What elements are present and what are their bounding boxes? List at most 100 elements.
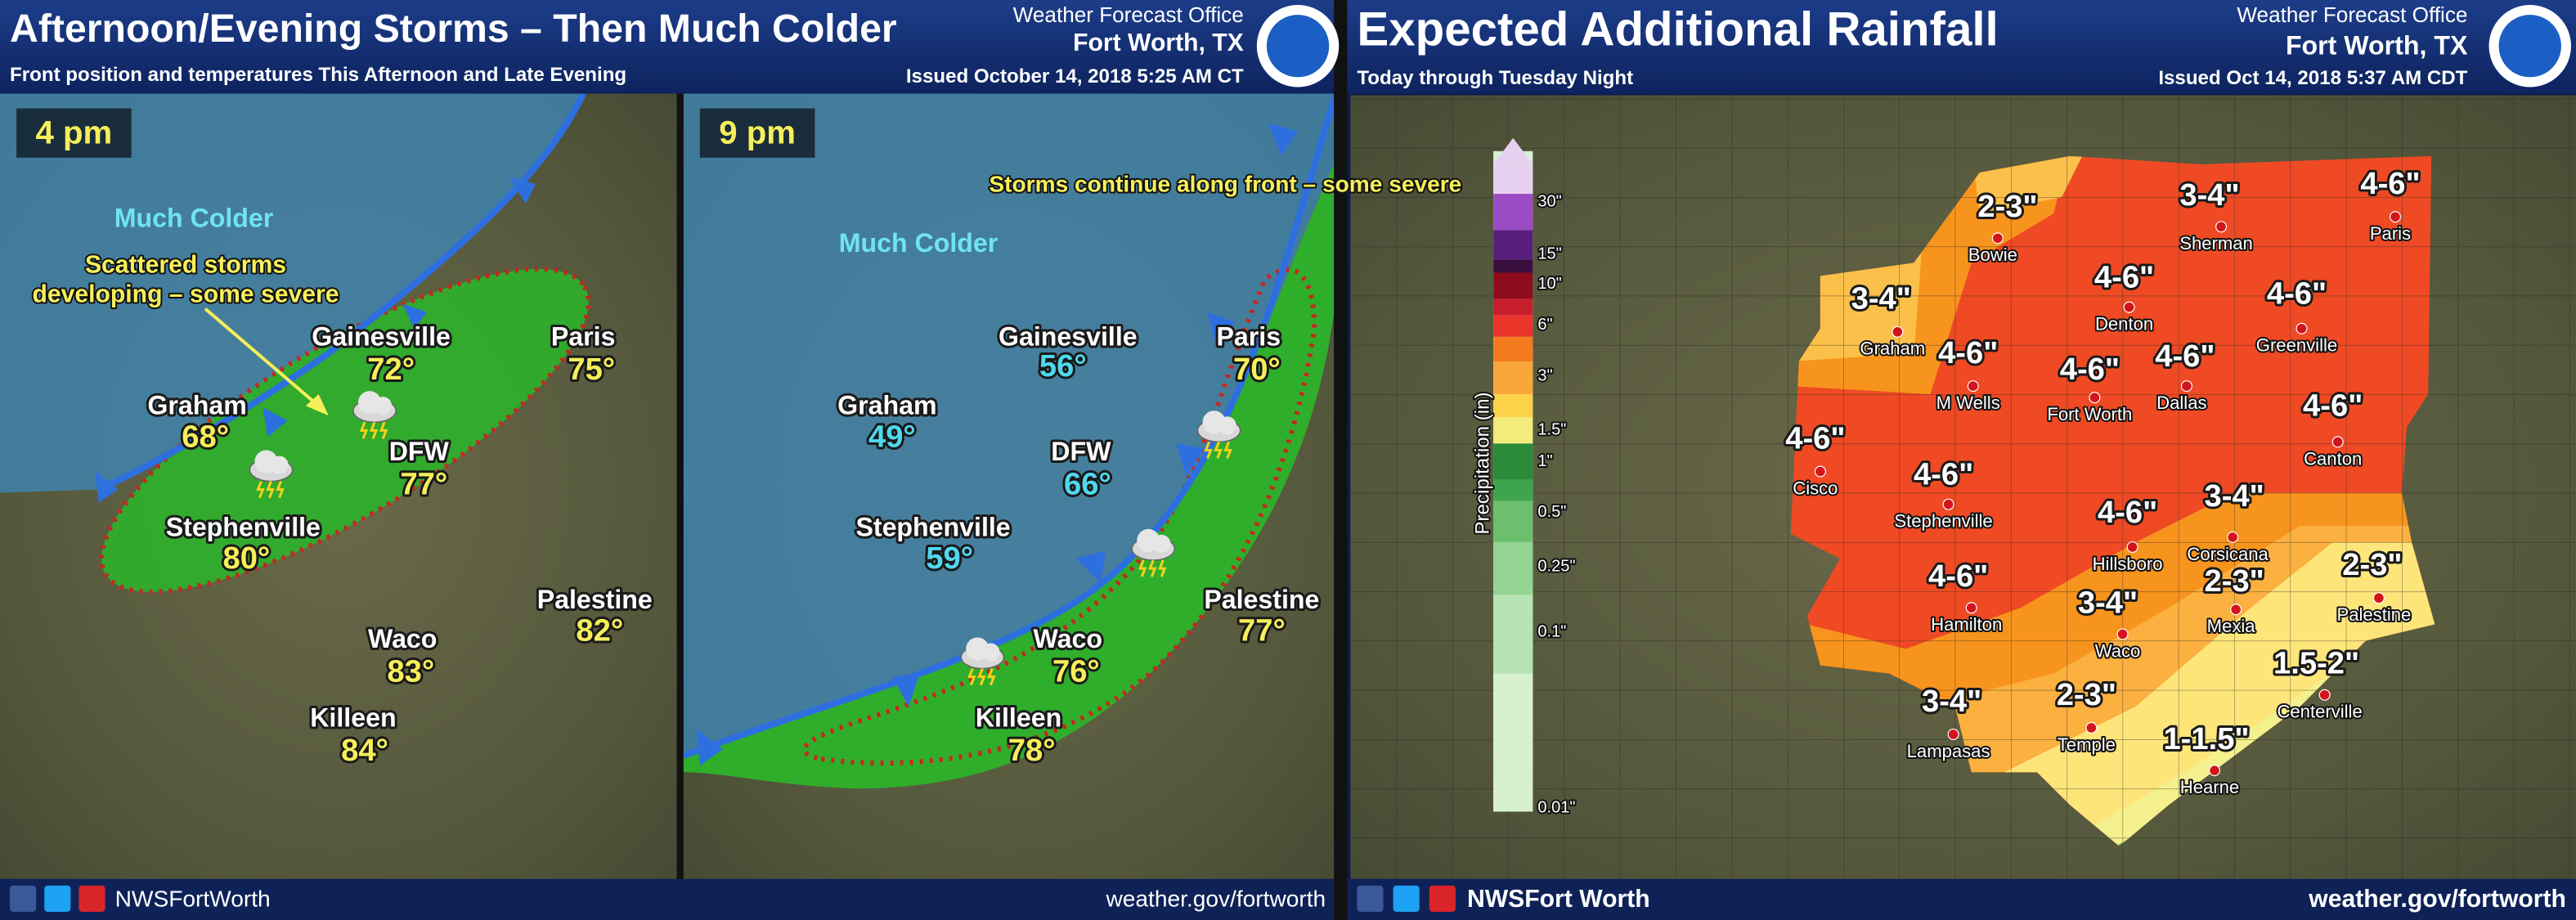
legend-segment: [1493, 541, 1533, 595]
city-dot: [2089, 392, 2101, 404]
city-name: Graham: [1860, 339, 1925, 359]
city-name: Palestine: [2336, 604, 2411, 625]
city-name: Denton: [2095, 314, 2153, 334]
temperature: 78°: [1008, 733, 1056, 768]
cloud: [1218, 416, 1236, 435]
lightning: [1204, 441, 1213, 460]
right-title: Expected Additional Rainfall: [1357, 3, 1998, 56]
legend-title: Precipitation (in): [1471, 392, 1493, 534]
social-icons: [10, 885, 1456, 912]
cold-air: [0, 93, 584, 493]
rainfall-amount: 3-4": [2179, 177, 2239, 213]
rainfall-amount: 4-6": [2155, 339, 2215, 374]
legend-segment: [1493, 500, 1533, 542]
twitter-icon[interactable]: [1393, 885, 1420, 912]
office: Weather Forecast Office: [2237, 2, 2467, 27]
storm-icon: [960, 637, 1005, 686]
lightning: [1138, 559, 1147, 577]
rainfall-amount: 4-6": [1928, 559, 1988, 594]
rainfall-amount: 4-6": [2094, 260, 2154, 295]
rainfall-amount: 4-6": [2303, 388, 2363, 423]
legend-tick-label: 0.25": [1537, 557, 1575, 575]
rainfall-amount: 3-4": [2205, 478, 2264, 514]
issued: Issued Oct 14, 2018 5:37 AM CDT: [2158, 67, 2467, 89]
note: developing – some severe: [32, 281, 339, 308]
legend-tick-label: 15": [1537, 245, 1561, 263]
city-dot: [2180, 380, 2192, 393]
rainfall-amount: 3-4": [1922, 684, 1981, 719]
pointer-arrow: [204, 307, 322, 409]
front-barb: [402, 303, 428, 329]
legend-tick-label: 30": [1537, 192, 1561, 210]
left-title: Afternoon/Evening Storms – Then Much Col…: [10, 7, 897, 51]
youtube-icon[interactable]: [79, 885, 105, 912]
issued: Issued October 14, 2018 5:25 AM CT: [906, 65, 1244, 88]
city-name: DFW: [389, 437, 450, 466]
youtube-icon[interactable]: [1429, 885, 1456, 912]
note: Storms continue along front – some sever…: [989, 171, 1461, 196]
cloud: [1152, 534, 1171, 554]
legend-arrow: [1493, 137, 1533, 164]
legend-segment: [1493, 394, 1533, 418]
city-name: Graham: [147, 391, 246, 420]
time-box: [16, 108, 132, 158]
lightning: [1214, 441, 1223, 460]
time-label: 4 pm: [36, 114, 113, 150]
city-dot: [2209, 765, 2221, 777]
lightning: [369, 421, 379, 439]
social-handle[interactable]: NWSFortWorth: [115, 886, 271, 911]
storm-area: [683, 164, 1335, 789]
facebook-icon[interactable]: [1357, 885, 1384, 912]
rainfall-amount: 4-6": [1914, 457, 1973, 492]
city-name: Waco: [368, 624, 438, 653]
front-barb: [509, 177, 536, 204]
lightning: [359, 421, 369, 439]
legend-tick-label: 10": [1537, 275, 1561, 293]
city-dot: [2085, 721, 2098, 734]
website[interactable]: weather.gov/fortworth: [1105, 886, 1326, 911]
storm-icon: [249, 450, 294, 499]
city-dot: [1892, 325, 1904, 338]
legend-segment: [1493, 595, 1533, 674]
rainfall-amount: 2-3": [2342, 547, 2402, 582]
front-barb: [1207, 312, 1236, 345]
time-box: [699, 108, 815, 158]
legend-segment: [1493, 272, 1533, 299]
rainfall-amount: 3-4": [2078, 585, 2138, 620]
city-dot: [1942, 498, 1954, 510]
twitter-icon[interactable]: [44, 885, 71, 912]
temperature: 84°: [341, 733, 388, 768]
facebook-icon[interactable]: [10, 885, 37, 912]
website[interactable]: weather.gov/fortworth: [2308, 886, 2566, 913]
temperature: 77°: [400, 467, 447, 502]
city-name: Stephenville: [1894, 511, 1992, 532]
storm-icon: [352, 391, 397, 439]
city-dot: [2331, 436, 2344, 448]
location: Fort Worth, TX: [2286, 31, 2468, 61]
city-dot: [1965, 602, 1977, 614]
city-name: Paris: [2370, 223, 2411, 244]
city-name: Palestine: [1204, 585, 1319, 614]
city-name: Gainesville: [312, 321, 451, 351]
social-handle[interactable]: NWSFort Worth: [1467, 886, 1650, 913]
city-name: Killeen: [310, 702, 396, 732]
city-name: Greenville: [2256, 335, 2337, 356]
front-barb: [1268, 123, 1299, 156]
rainfall-amount: 2-3": [2205, 563, 2264, 599]
city-dot: [2318, 689, 2331, 701]
temperature: 76°: [1052, 654, 1100, 689]
divider: [676, 93, 684, 879]
city-dot: [2126, 541, 2138, 554]
front-barb: [891, 673, 920, 707]
cold-front: [96, 93, 586, 493]
city-dot: [2296, 322, 2308, 334]
city-name: Corsicana: [2187, 544, 2269, 564]
storm-area: [99, 266, 591, 595]
front-barb: [263, 407, 288, 438]
temperature: 56°: [1039, 348, 1087, 384]
city-name: Gainesville: [999, 321, 1138, 351]
rainfall-amount: 1-1.5": [2163, 721, 2249, 756]
legend-tick-label: 0.01": [1537, 799, 1575, 817]
legend-segment: [1493, 417, 1533, 444]
